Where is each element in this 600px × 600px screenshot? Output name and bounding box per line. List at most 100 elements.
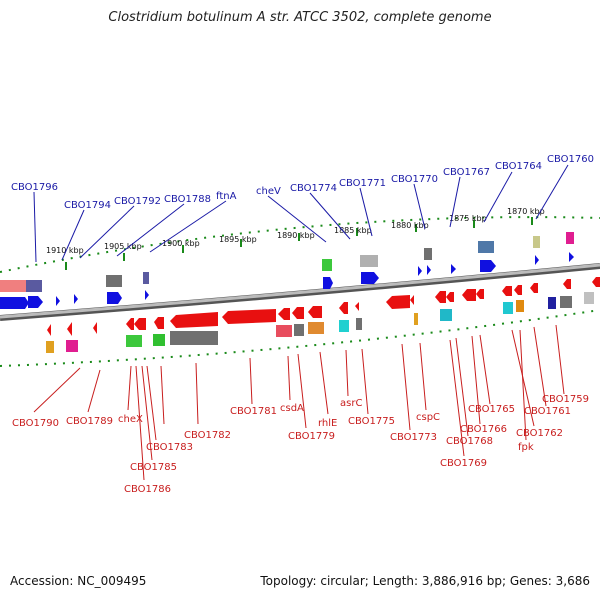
gene-label: cheV <box>256 186 281 197</box>
gene-label: CBO1759 <box>542 394 589 405</box>
gene-box <box>516 300 524 312</box>
accession-text: Accession: NC_009495 <box>10 574 147 588</box>
gene-label: CBO1781 <box>230 406 277 417</box>
gene-box <box>414 313 418 325</box>
forward-gene-track <box>0 232 574 309</box>
gene-box <box>153 334 165 346</box>
gene-label: CBO1774 <box>290 183 337 194</box>
gene-arrow-forward <box>569 252 574 262</box>
gene-label: CBO1790 <box>12 418 59 429</box>
gene-label: CBO1764 <box>495 161 542 172</box>
gene-box <box>548 297 556 309</box>
gene-arrow-forward <box>418 266 422 276</box>
gene-box <box>26 280 42 292</box>
gene-arrow-reverse <box>308 306 322 318</box>
scale-label: 1885 kbp <box>334 226 372 235</box>
gene-label: CBO1760 <box>547 154 594 165</box>
outer-top-tick-track <box>0 216 600 273</box>
gene-box <box>294 324 304 336</box>
gene-label: cspC <box>416 412 440 423</box>
gene-box <box>533 236 540 248</box>
gene-label: CBO1783 <box>146 442 193 453</box>
gene-box <box>0 280 26 292</box>
gene-label: CBO1789 <box>66 416 113 427</box>
gene-label: CBO1779 <box>288 431 335 442</box>
gene-label: CBO1785 <box>130 462 177 473</box>
gene-label: CBO1770 <box>391 174 438 185</box>
gene-label: CBO1786 <box>124 484 171 495</box>
gene-label: rhlE <box>318 418 337 429</box>
gene-arrow-forward <box>12 297 29 309</box>
gene-arrow-reverse <box>67 322 72 336</box>
scale-ticks <box>65 217 533 270</box>
gene-arrow-reverse <box>170 312 218 328</box>
gene-box <box>46 341 54 353</box>
gene-box <box>478 241 494 253</box>
gene-arrow-forward <box>28 296 43 308</box>
gene-arrow-reverse <box>93 322 97 334</box>
gene-label: CBO1794 <box>64 200 111 211</box>
gene-box <box>66 340 78 352</box>
gene-label: CBO1768 <box>446 436 493 447</box>
gene-arrow-forward <box>535 255 539 265</box>
gene-box <box>356 318 362 330</box>
gene-arrow-reverse <box>47 324 51 336</box>
gene-box <box>503 302 513 314</box>
gene-box <box>106 275 122 287</box>
gene-arrow-reverse <box>134 318 146 330</box>
gene-arrow-reverse <box>126 318 134 330</box>
bottom-callout-lines <box>33 324 565 481</box>
gene-label: CBO1792 <box>114 196 161 207</box>
top-callout-lines <box>33 164 569 263</box>
gene-arrow-forward <box>145 290 149 300</box>
scale-label: 1895 kbp <box>219 235 257 244</box>
gene-box <box>424 248 432 260</box>
gene-label: CBO1765 <box>468 404 515 415</box>
gene-box <box>170 331 218 345</box>
gene-label: CBO1796 <box>11 182 58 193</box>
genome-summary-text: Topology: circular; Length: 3,886,916 bp… <box>260 574 590 588</box>
bottom-gene-labels: CBO1790 CBO1789 cheX CBO1786 CBO1785 CBO… <box>12 394 589 495</box>
gene-arrow-reverse <box>446 292 454 302</box>
scale-labels: 1910 kbp 1905 kbp 1900 kbp 1895 kbp 1890… <box>46 207 545 255</box>
gene-label: CBO1775 <box>348 416 395 427</box>
gene-arrow-reverse <box>435 291 446 303</box>
gene-arrow-forward <box>74 294 78 304</box>
gene-label: asrC <box>340 398 362 409</box>
gene-arrow-reverse <box>222 309 276 324</box>
gene-arrow-forward <box>107 292 122 304</box>
scale-label: 1880 kbp <box>391 221 429 230</box>
gene-label: CBO1769 <box>440 458 487 469</box>
scale-label: 1905 kbp <box>104 242 142 251</box>
gene-box <box>560 296 572 308</box>
gene-box <box>143 272 149 284</box>
gene-box <box>126 335 142 347</box>
scale-label: 1875 kbp <box>449 214 487 223</box>
gene-arrow-reverse <box>462 289 476 301</box>
gene-box <box>308 322 324 334</box>
gene-box <box>440 309 452 321</box>
scale-label: 1910 kbp <box>46 246 84 255</box>
gene-label: CBO1762 <box>516 428 563 439</box>
scale-label: 1870 kbp <box>507 207 545 216</box>
gene-arrow-reverse <box>592 277 600 287</box>
top-gene-labels: CBO1796 CBO1794 CBO1792 CBO1788 ftnA che… <box>11 154 594 211</box>
gene-arrow-reverse <box>514 285 522 295</box>
gene-arrow-reverse <box>292 307 304 319</box>
gene-arrow-forward <box>451 264 456 274</box>
gene-arrow-reverse <box>502 286 512 296</box>
gene-label: CBO1782 <box>184 430 231 441</box>
gene-box <box>360 255 378 267</box>
map-title: Clostridium botulinum A str. ATCC 3502, … <box>108 10 492 25</box>
gene-arrow-reverse <box>476 289 484 299</box>
gene-arrow-reverse <box>355 302 359 311</box>
gene-arrow-forward <box>427 265 431 275</box>
gene-box <box>566 232 574 244</box>
gene-label: CBO1767 <box>443 167 490 178</box>
scale-label: 1890 kbp <box>277 231 315 240</box>
genome-backbone <box>0 263 600 319</box>
gene-label: CBO1761 <box>524 406 571 417</box>
gene-arrow-reverse <box>410 295 414 305</box>
gene-label: CBO1773 <box>390 432 437 443</box>
gene-box <box>276 325 292 337</box>
